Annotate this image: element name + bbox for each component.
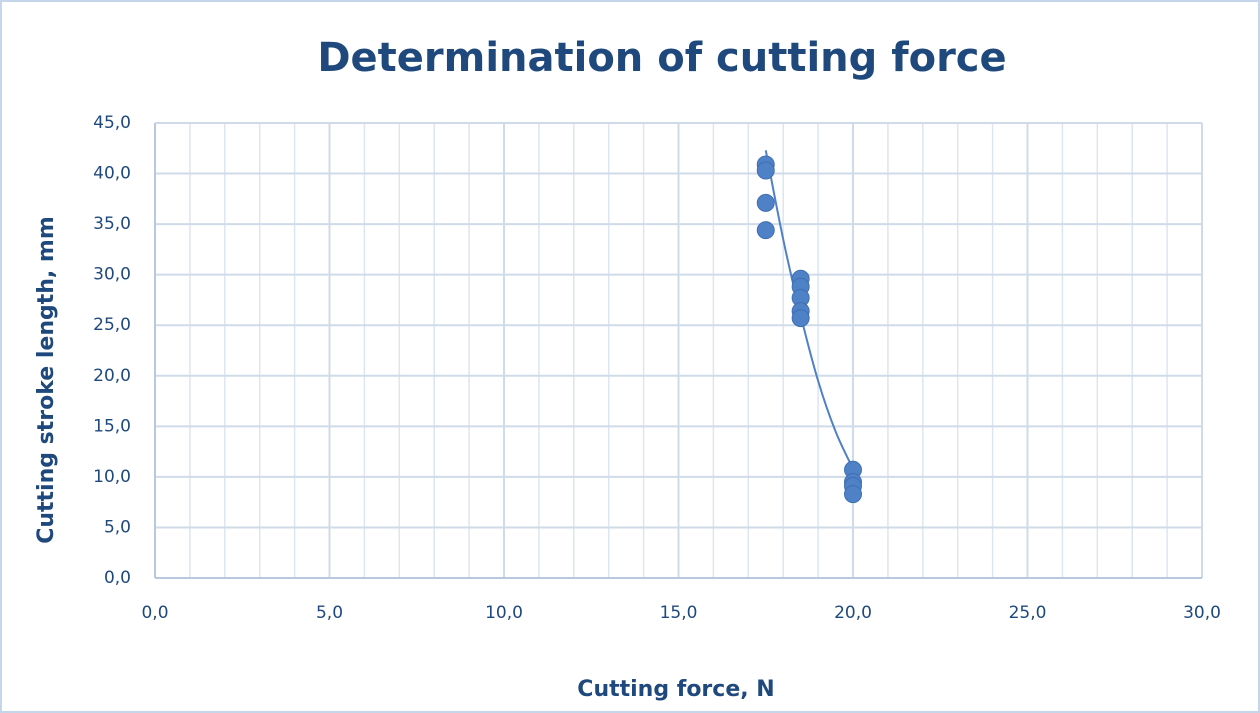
y-tick-label: 45,0 <box>93 113 131 133</box>
y-tick-label: 10,0 <box>93 467 131 487</box>
data-point <box>844 485 862 504</box>
x-tick-label: 5,0 <box>316 603 343 623</box>
data-point <box>791 309 810 328</box>
y-tick-label: 35,0 <box>93 214 131 234</box>
y-tick-label: 20,0 <box>93 366 131 386</box>
data-point <box>756 221 775 240</box>
data-point <box>756 193 775 212</box>
x-tick-label: 10,0 <box>485 603 523 623</box>
y-axis-title: Cutting stroke length, mm <box>34 216 59 544</box>
trendline <box>764 150 854 470</box>
y-tick-label: 40,0 <box>93 164 131 184</box>
x-tick-label: 25,0 <box>1009 603 1047 623</box>
x-axis-title: Cutting force, N <box>577 677 774 702</box>
x-tick-label: 20,0 <box>834 603 872 623</box>
x-tick-label: 30,0 <box>1183 603 1221 623</box>
data-point <box>756 161 775 180</box>
y-tick-label: 25,0 <box>93 315 131 335</box>
chart-title: Determination of cutting force <box>317 35 1006 81</box>
x-tick-label: 15,0 <box>660 603 698 623</box>
y-tick-label: 5,0 <box>104 517 131 537</box>
x-tick-label: 0,0 <box>141 603 168 623</box>
y-tick-label: 30,0 <box>93 265 131 285</box>
y-tick-label: 15,0 <box>93 416 131 436</box>
y-tick-label: 0,0 <box>104 568 131 588</box>
